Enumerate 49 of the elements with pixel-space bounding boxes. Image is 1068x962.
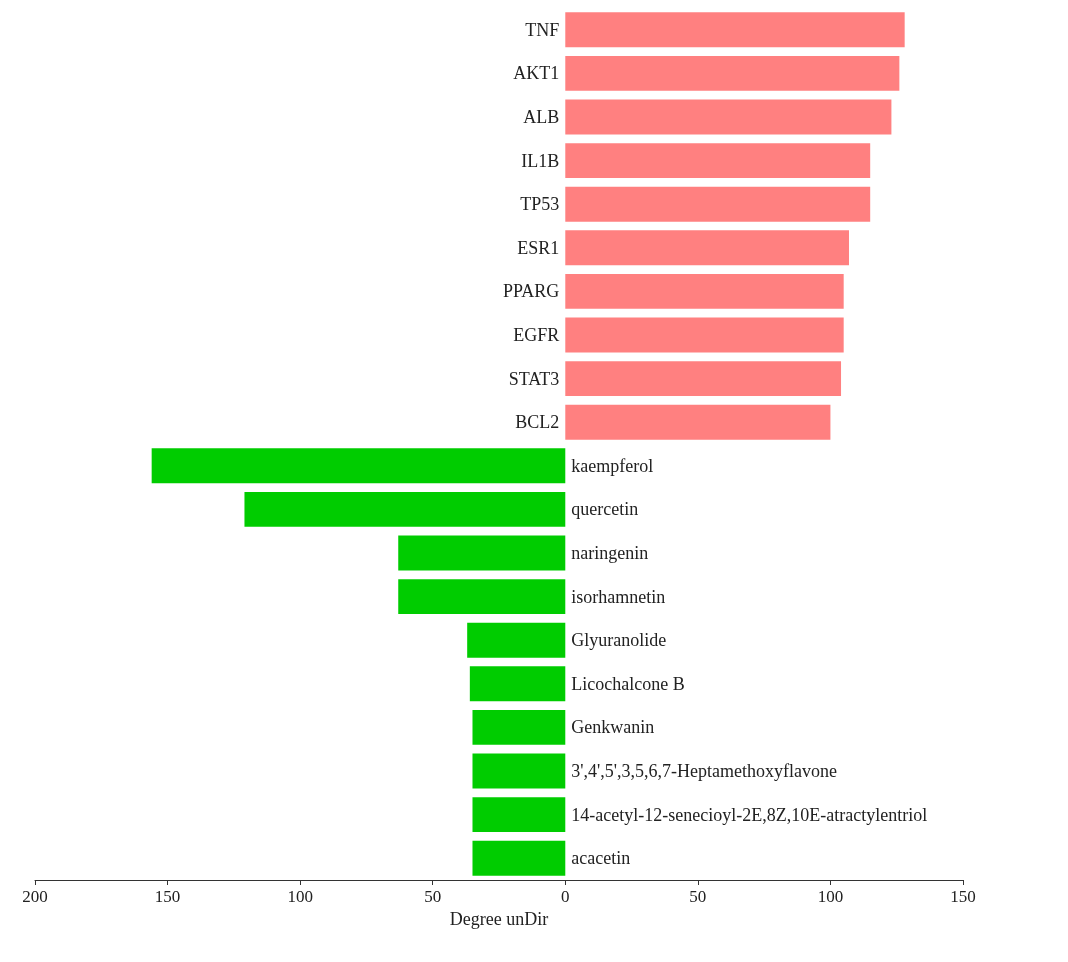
x-axis-title: Degree unDir bbox=[449, 909, 549, 929]
bar bbox=[398, 535, 566, 571]
x-tick-label: 150 bbox=[950, 887, 976, 906]
bar bbox=[565, 186, 871, 222]
y-tick-label: naringenin bbox=[571, 543, 649, 563]
y-tick-label: BCL2 bbox=[515, 412, 560, 433]
y-tick-label: ALB bbox=[523, 107, 560, 127]
bar bbox=[565, 317, 844, 353]
bar bbox=[565, 55, 900, 91]
bar bbox=[469, 666, 566, 702]
x-tick-label: 200 bbox=[22, 887, 48, 906]
y-tick-label: IL1B bbox=[521, 150, 560, 171]
y-tick-label: isorhamnetin bbox=[571, 586, 666, 607]
y-tick-label: 3',4',5',3,5,6,7-Heptamethoxyflavone bbox=[571, 761, 837, 781]
bar bbox=[472, 797, 566, 833]
bar bbox=[151, 448, 566, 484]
y-tick-label: quercetin bbox=[571, 499, 639, 520]
y-tick-label: Genkwanin bbox=[571, 717, 655, 738]
y-tick-label: STAT3 bbox=[508, 368, 560, 389]
bar bbox=[472, 709, 566, 745]
y-tick-label: EGFR bbox=[513, 325, 560, 345]
y-tick-label: 14-acetyl-12-senecioyl-2E,8Z,10E-atractylentriol bbox=[571, 804, 928, 825]
y-tick-label: TP53 bbox=[520, 194, 560, 215]
y-tick-label: kaempferol bbox=[571, 455, 654, 476]
x-tick-label: 50 bbox=[689, 887, 707, 906]
y-tick-label: Licochalcone B bbox=[571, 673, 685, 694]
y-tick-label: TNF bbox=[525, 19, 560, 40]
bar bbox=[565, 230, 849, 266]
bar bbox=[565, 12, 905, 48]
bar bbox=[398, 579, 566, 615]
bar bbox=[467, 622, 566, 658]
bar bbox=[472, 753, 566, 789]
bar bbox=[565, 273, 844, 309]
bar bbox=[565, 361, 842, 397]
bar bbox=[565, 143, 871, 179]
x-tick-label: 100 bbox=[817, 887, 844, 906]
y-tick-label: AKT1 bbox=[513, 63, 560, 84]
x-tick-label: 50 bbox=[424, 887, 442, 906]
bar bbox=[472, 840, 566, 876]
bar bbox=[565, 404, 831, 440]
y-tick-label: ESR1 bbox=[517, 237, 560, 258]
bar bbox=[244, 491, 566, 527]
x-tick-label: 100 bbox=[287, 887, 313, 906]
y-tick-label: PPARG bbox=[502, 281, 560, 302]
x-tick-label: 150 bbox=[154, 887, 181, 906]
y-tick-label: acacetin bbox=[571, 848, 631, 869]
bar bbox=[565, 99, 892, 135]
y-tick-label: Glyuranolide bbox=[571, 630, 667, 651]
x-tick-label: 0 bbox=[561, 887, 570, 906]
